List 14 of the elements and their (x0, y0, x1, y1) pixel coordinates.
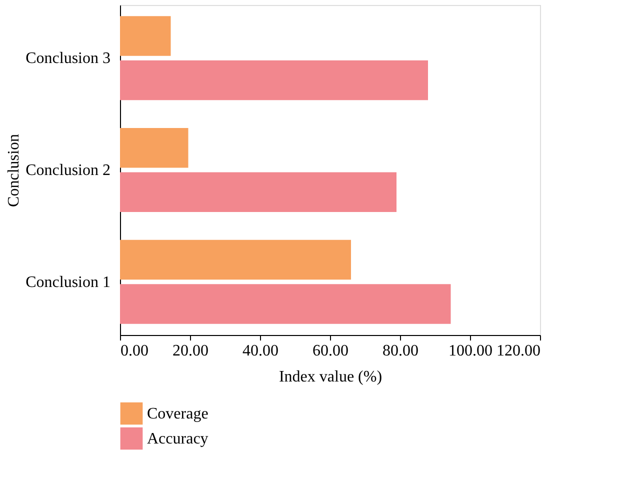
y-axis-title: Conclusion (6, 134, 23, 207)
legend-label: Accuracy (147, 430, 208, 448)
x-tick-label: 100.00 (448, 342, 492, 360)
x-tick-label: 120.00 (496, 342, 540, 360)
x-tick-label: 40.00 (242, 342, 278, 360)
x-tick-label: 20.00 (172, 342, 208, 360)
y-tick-label: Conclusion 2 (26, 162, 110, 179)
x-tick-label: 0.00 (120, 342, 148, 360)
x-tick-label: 80.00 (382, 342, 418, 360)
x-tick-label: 60.00 (312, 342, 348, 360)
y-tick-label: Conclusion 3 (26, 50, 110, 68)
y-tick-label: Conclusion 1 (26, 274, 110, 291)
x-axis-title: Index value (%) (278, 368, 382, 386)
legend-label: Coverage (147, 406, 208, 422)
